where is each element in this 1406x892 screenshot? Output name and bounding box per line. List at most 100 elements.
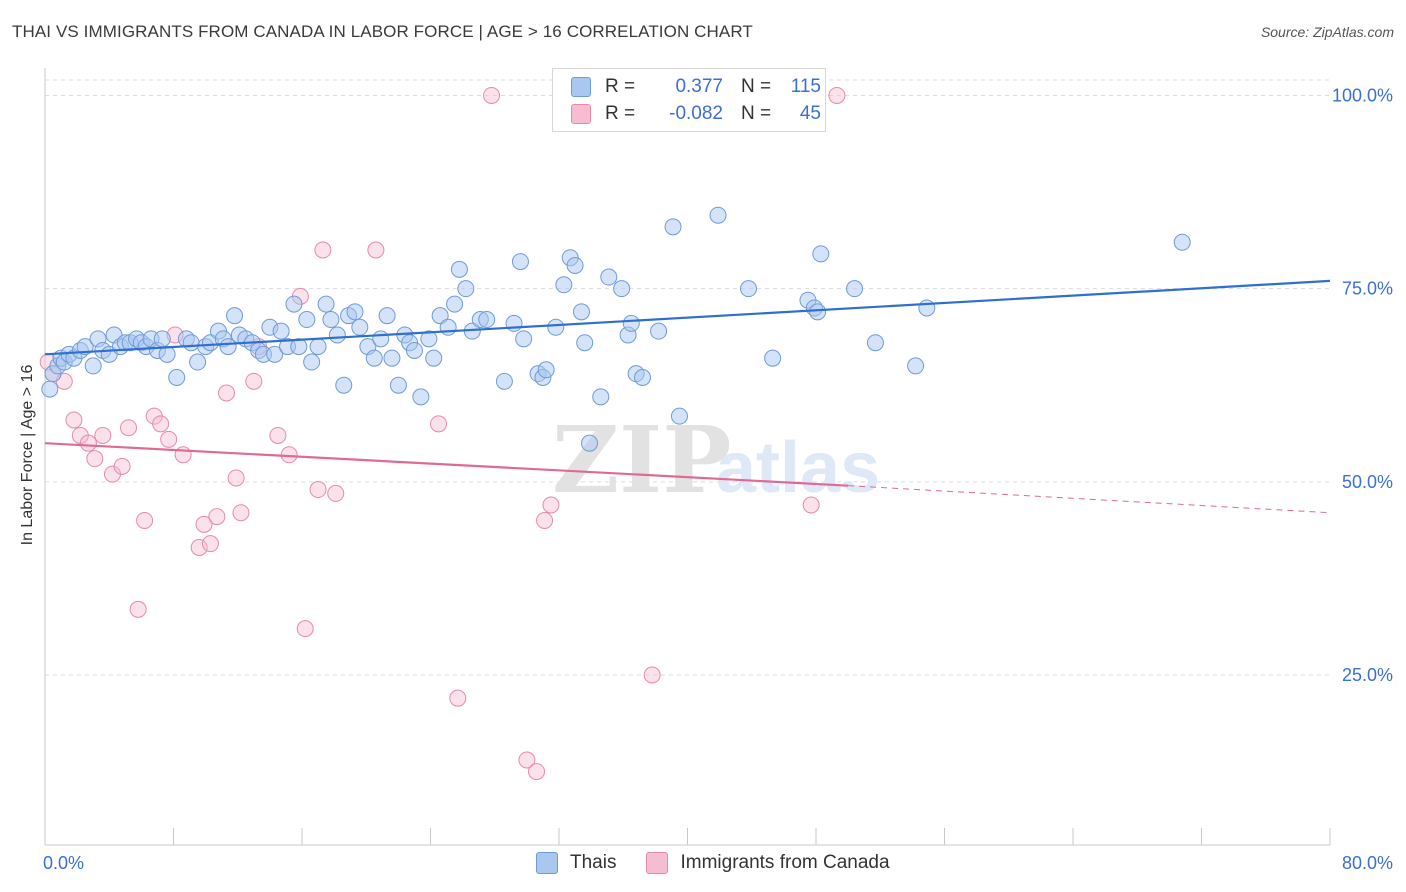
- legend-item-thais: Thais: [536, 852, 616, 874]
- thai-point: [425, 349, 443, 367]
- thai-point: [576, 334, 594, 352]
- thai-point: [153, 330, 171, 348]
- thai-point: [189, 353, 207, 371]
- canada-point: [227, 469, 245, 487]
- n-value: 115: [790, 76, 821, 97]
- canada-point: [245, 372, 263, 390]
- legend-row-thai: R = 0.377 N = 115: [571, 75, 821, 99]
- thai-point: [511, 253, 529, 271]
- canada-point: [65, 411, 83, 429]
- canada-point: [327, 484, 345, 502]
- canada-point: [296, 620, 314, 638]
- watermark-zip: ZIP: [552, 406, 731, 514]
- thai-swatch: [571, 77, 591, 97]
- canada-point: [152, 415, 170, 433]
- y-tick-label: 100.0%: [1332, 85, 1393, 105]
- thai-point: [168, 369, 186, 386]
- canada-point: [430, 415, 448, 433]
- thai-point: [84, 357, 102, 375]
- canada-point: [367, 241, 385, 259]
- canada-swatch: [646, 852, 669, 874]
- thai-point: [389, 376, 407, 394]
- canada-point: [542, 496, 560, 514]
- thai-point: [309, 338, 327, 356]
- thai-point: [505, 314, 523, 332]
- canada-swatch: [571, 104, 591, 124]
- thai-point: [76, 338, 94, 356]
- thai-point: [555, 276, 573, 294]
- y-tick-label: 50.0%: [1342, 472, 1393, 492]
- canada-point: [314, 241, 332, 259]
- r-label: R =: [605, 76, 636, 97]
- canada-trend-extension: [848, 485, 1331, 514]
- thai-point: [566, 256, 584, 274]
- thai-swatch: [536, 852, 558, 874]
- canada-point: [643, 666, 661, 684]
- thai-point: [412, 388, 430, 406]
- thai-point: [572, 303, 590, 321]
- thai-point: [266, 345, 284, 363]
- thai-point: [226, 307, 244, 325]
- thai-point: [650, 322, 668, 340]
- trend-lines: [44, 279, 1331, 514]
- canada-point: [94, 426, 112, 444]
- thai-point: [372, 330, 390, 348]
- thai-point: [446, 295, 464, 313]
- canada-point: [120, 419, 138, 437]
- thai-point: [622, 314, 640, 332]
- y-axis-label: In Labor Force | Age > 16: [19, 364, 36, 546]
- thai-point: [907, 357, 925, 375]
- canada-point: [269, 426, 287, 444]
- r-label: R =: [605, 103, 636, 124]
- canada-point: [190, 539, 208, 556]
- thai-point: [478, 311, 496, 329]
- thai-point: [290, 338, 308, 356]
- thai-trend-line: [44, 279, 1331, 356]
- thai-point: [866, 334, 884, 352]
- thai-point: [764, 349, 782, 367]
- canada-point: [86, 450, 104, 468]
- thai-point: [335, 376, 353, 394]
- thai-point: [846, 280, 864, 298]
- canada-point: [136, 511, 154, 529]
- thai-point: [613, 280, 631, 298]
- thai-point: [709, 206, 727, 224]
- n-value: 45: [799, 103, 821, 124]
- thai-point: [351, 318, 369, 336]
- chart-title: THAI VS IMMIGRANTS FROM CANADA IN LABOR …: [12, 22, 753, 41]
- thai-point: [378, 307, 396, 325]
- gridlines: [45, 79, 1330, 676]
- watermark-atlas: atlas: [716, 428, 880, 508]
- thai-point: [405, 341, 423, 359]
- canada-point: [201, 535, 219, 553]
- canada-point: [802, 496, 820, 514]
- thai-point: [670, 407, 688, 425]
- series-legend: Thais Immigrants from Canada: [536, 852, 920, 874]
- r-value: -0.082: [669, 103, 723, 124]
- n-label: N =: [741, 103, 772, 124]
- thai-points: [41, 206, 1191, 452]
- thai-point: [328, 326, 346, 344]
- thai-point: [420, 330, 438, 348]
- x-tick-label: 80.0%: [1342, 853, 1393, 873]
- thai-point: [664, 218, 682, 236]
- canada-point: [208, 508, 226, 526]
- y-tick-label: 75.0%: [1342, 279, 1393, 299]
- legend-label-thais: Thais: [570, 852, 617, 873]
- thai-point: [431, 307, 449, 325]
- thai-point: [547, 318, 565, 336]
- canada-point: [113, 457, 131, 475]
- thai-point: [182, 334, 200, 352]
- thai-point: [740, 280, 758, 298]
- tick-labels: 25.0% 50.0% 75.0% 100.0% 0.0% 80.0%: [43, 85, 1393, 873]
- thai-point: [809, 303, 827, 321]
- canada-point: [309, 481, 327, 499]
- correlation-legend: R = 0.377 N = 115 R = -0.082 N = 45: [552, 68, 826, 132]
- canada-point: [79, 434, 97, 452]
- thai-point: [515, 330, 533, 348]
- canada-point: [218, 384, 236, 402]
- n-label: N =: [741, 76, 772, 97]
- thai-point: [581, 434, 599, 452]
- axes: [44, 68, 1331, 846]
